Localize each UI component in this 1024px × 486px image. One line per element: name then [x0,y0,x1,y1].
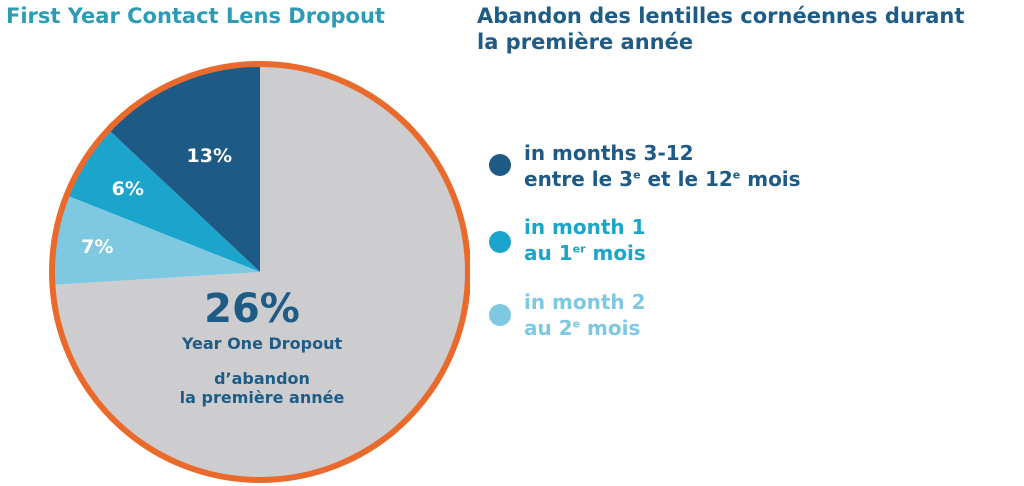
center-label-fr-1: d’abandon [214,369,310,388]
pie-outline-ring [49,61,470,483]
legend-label-en: in month 2 [524,290,646,314]
chart-title-en: First Year Contact Lens Dropout [6,4,385,28]
legend-text: in month 2 au 2e mois [524,289,646,341]
center-label-fr-2: la première année [180,388,345,407]
pie-slice-label: 13% [187,145,232,167]
legend-label-fr: au 2e mois [524,316,641,340]
chart-title-fr: Abandon des lentilles cornéennes durant … [477,3,964,55]
legend-swatch [489,231,511,253]
legend-item-month-2: in month 2 au 2e mois [489,289,1009,359]
pie-slice-label: 6% [112,178,144,200]
center-total-value: 26% [204,286,300,332]
pie-slice-labels: 13% 6% 7% [81,145,232,258]
chart-title-fr-line1: Abandon des lentilles cornéennes durant [477,4,965,28]
legend-label-en: in month 1 [524,215,646,239]
legend-item-month-1: in month 1 au 1er mois [489,214,1009,284]
legend-label-fr: au 1er mois [524,241,646,265]
pie-slices [53,66,466,479]
center-label-en: Year One Dropout [181,334,343,353]
pie-chart: 13% 6% 7% 26% Year One Dropout d’abandon l… [49,61,470,483]
pie-slice-in-months-3-12 [109,66,261,272]
legend-item-months-3-12: in months 3-12 entre le 3e et le 12e moi… [489,140,1009,210]
legend-text: in months 3-12 entre le 3e et le 12e moi… [524,140,801,192]
legend-label-fr: entre le 3e et le 12e mois [524,167,801,191]
pie-slice-in-month-1 [68,130,261,272]
pie-slice-label: 7% [81,236,113,258]
legend-swatch [489,154,511,176]
chart-title-fr-line2: la première année [477,30,694,54]
pie-slice-in-month-2 [53,196,260,285]
pie-slice-remainder [54,66,466,479]
legend-text: in month 1 au 1er mois [524,214,646,266]
legend-label-en: in months 3-12 [524,141,694,165]
legend-swatch [489,304,511,326]
